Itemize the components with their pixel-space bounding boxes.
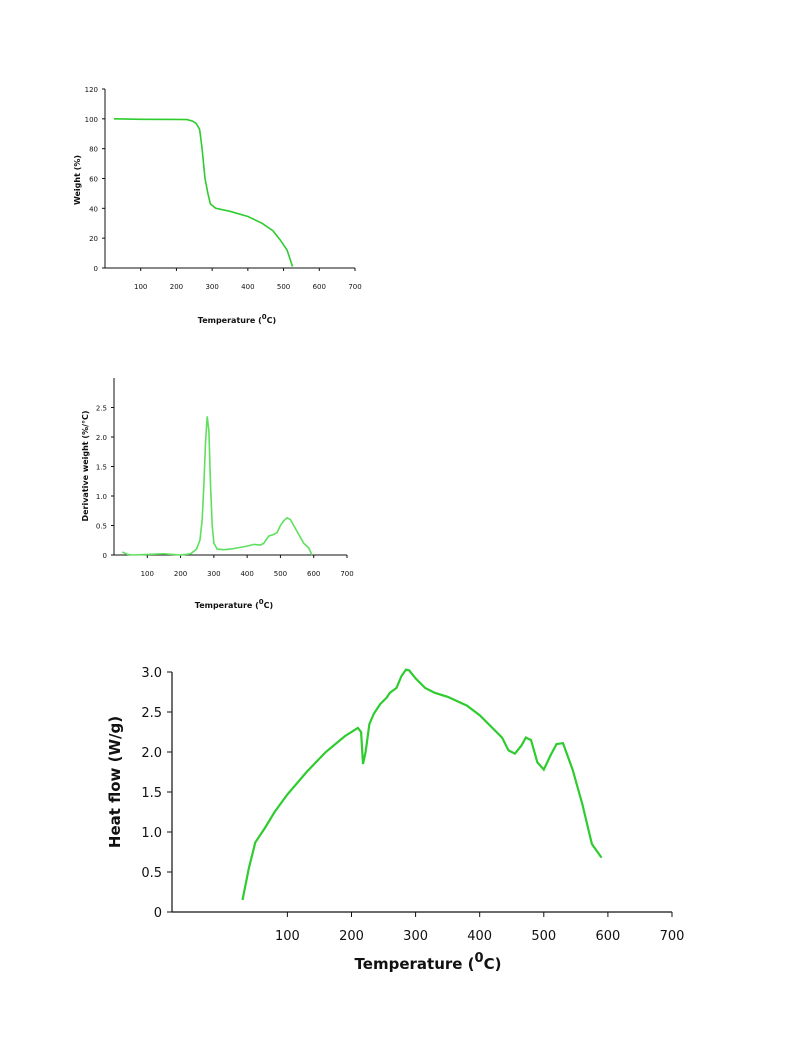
- x-tick-label: 200: [339, 929, 364, 944]
- x-axis-label: Temperature (0C): [195, 598, 273, 610]
- x-tick-label: 600: [307, 570, 320, 578]
- x-tick-label: 700: [348, 283, 361, 291]
- x-axis-label-sup: 0: [259, 598, 264, 606]
- x-tick-label: 400: [240, 570, 253, 578]
- y-tick-label: 3.0: [141, 666, 162, 681]
- x-tick-label: 100: [275, 929, 300, 944]
- y-tick-label: 1.0: [96, 493, 107, 501]
- y-tick-label: 0: [94, 265, 98, 273]
- x-tick-label: 400: [467, 929, 492, 944]
- x-tick-label: 700: [340, 570, 353, 578]
- x-tick-label: 100: [134, 283, 147, 291]
- y-tick-label: 0: [103, 552, 107, 560]
- y-axis-label: Weight (%): [73, 155, 82, 205]
- y-tick-label: 100: [85, 116, 98, 124]
- y-tick-label: 120: [85, 86, 98, 94]
- y-tick-label: 2.0: [141, 746, 162, 761]
- x-tick-label: 300: [403, 929, 428, 944]
- x-tick-label: 100: [141, 570, 154, 578]
- x-tick-label: 600: [595, 929, 620, 944]
- y-tick-label: 2.5: [141, 706, 162, 721]
- x-tick-label: 300: [207, 570, 220, 578]
- y-tick-label: 2.0: [96, 434, 107, 442]
- heat-flow-chart: 0 0.5 1.0 1.5 2.0 2.5 3.0 100 200 300 400 500 600 70…: [106, 666, 684, 973]
- y-tick-label: 1.0: [141, 826, 162, 841]
- derivative-series-line: [121, 416, 313, 556]
- y-tick-label: 0.5: [141, 866, 162, 881]
- y-tick-label: 0.5: [96, 523, 107, 531]
- y-tick-label: 0: [154, 906, 162, 921]
- y-axis-label: Heat flow (W/g): [106, 716, 124, 848]
- y-tick-label: 40: [89, 205, 98, 213]
- y-tick-label: 80: [89, 146, 98, 154]
- x-tick-label: 700: [660, 929, 685, 944]
- x-tick-label: 400: [241, 283, 254, 291]
- x-axis-label: Temperature (0C): [355, 951, 502, 973]
- y-tick-label: 2.5: [96, 405, 107, 413]
- x-tick-label: 300: [205, 283, 218, 291]
- derivative-weight-chart: 0 0.5 1.0 1.5 2.0 2.5 100 200 300 400 500 600 700 D…: [81, 378, 354, 610]
- x-tick-label: 600: [313, 283, 326, 291]
- y-tick-label: 1.5: [96, 464, 107, 472]
- y-tick-label: 60: [89, 176, 98, 184]
- x-axis-label-sup: 0: [475, 951, 484, 966]
- weight-chart: 0 20 40 60 80 100 120 100 200 300 400 500 600 700 We…: [73, 86, 362, 325]
- weight-series-line: [113, 118, 294, 267]
- x-tick-label: 500: [531, 929, 556, 944]
- x-tick-label: 200: [170, 283, 183, 291]
- heat-flow-series-line: [241, 668, 603, 901]
- x-tick-label: 500: [277, 283, 290, 291]
- x-axis-label: Temperature (0C): [198, 313, 276, 325]
- y-tick-label: 20: [89, 235, 98, 243]
- x-tick-label: 500: [274, 570, 287, 578]
- y-axis-label: Derivative weight (%/°C): [81, 410, 90, 521]
- x-axis-label-sup: 0: [262, 313, 267, 321]
- x-tick-label: 200: [174, 570, 187, 578]
- y-tick-label: 1.5: [141, 786, 162, 801]
